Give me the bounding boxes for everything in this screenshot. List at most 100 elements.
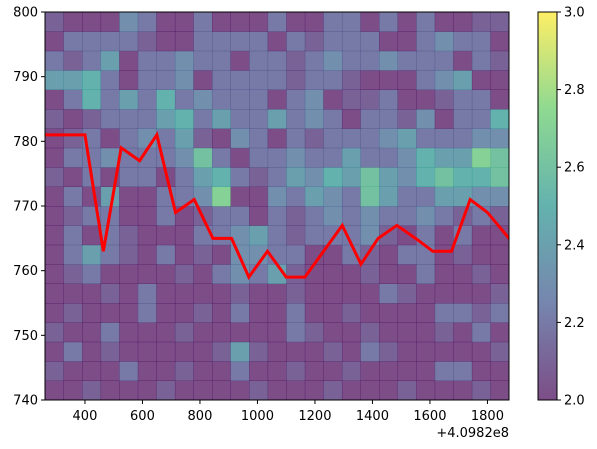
heatmap-cell bbox=[471, 225, 491, 246]
heatmap-cell bbox=[360, 50, 380, 71]
heatmap-cell bbox=[379, 50, 399, 71]
heatmap-cell bbox=[63, 244, 83, 265]
heatmap-cell bbox=[119, 244, 139, 265]
heatmap-cell bbox=[119, 303, 139, 323]
heatmap-cell bbox=[174, 128, 194, 149]
heatmap-cell bbox=[453, 50, 473, 71]
heatmap-cell bbox=[286, 264, 306, 284]
heatmap-cell bbox=[453, 109, 473, 129]
heatmap-cell bbox=[212, 225, 231, 246]
heatmap-cell bbox=[267, 322, 287, 343]
heatmap-cell bbox=[137, 225, 157, 246]
heatmap-cell bbox=[471, 244, 491, 265]
red-series-line bbox=[45, 131, 509, 281]
heatmap-cell bbox=[453, 361, 473, 381]
heatmap-cell bbox=[453, 31, 473, 52]
heatmap-cell bbox=[453, 380, 473, 400]
heatmap-cell bbox=[82, 12, 102, 32]
heatmap-cell bbox=[174, 244, 194, 265]
heatmap-cell bbox=[379, 128, 399, 149]
heatmap-cell bbox=[212, 186, 231, 207]
heatmap-cell bbox=[193, 31, 213, 52]
x-tick-label: 1200 bbox=[298, 409, 331, 424]
heatmap-cell bbox=[193, 361, 213, 381]
heatmap-cell bbox=[397, 89, 417, 110]
heatmap-cell bbox=[360, 89, 380, 110]
heatmap-cell bbox=[379, 380, 399, 400]
heatmap-cell bbox=[341, 225, 361, 246]
heatmap-cell bbox=[45, 186, 64, 207]
heatmap-cell bbox=[193, 283, 213, 304]
heatmap-cell bbox=[397, 70, 417, 90]
heatmap-cell bbox=[63, 225, 83, 246]
heatmap-cell bbox=[174, 225, 194, 246]
heatmap-cell bbox=[360, 147, 380, 168]
heatmap-cell bbox=[156, 70, 176, 90]
heatmap-cell bbox=[156, 322, 176, 343]
heatmap-cell bbox=[323, 361, 343, 381]
heatmap-cell bbox=[82, 147, 102, 168]
heatmap-cell bbox=[45, 70, 64, 90]
heatmap-cell bbox=[212, 31, 231, 52]
heatmap-cell bbox=[100, 303, 120, 323]
series-line bbox=[45, 131, 509, 281]
heatmap-cell bbox=[434, 264, 454, 284]
heatmap-cell bbox=[379, 89, 399, 110]
heatmap-cell bbox=[230, 128, 250, 149]
heatmap-cell bbox=[379, 186, 399, 207]
colorbar-gradient bbox=[538, 12, 557, 400]
heatmap-cell bbox=[174, 70, 194, 90]
heatmap-cell bbox=[230, 322, 250, 343]
heatmap-cell bbox=[379, 225, 399, 246]
heatmap-cell bbox=[416, 50, 436, 71]
heatmap-cell bbox=[230, 206, 250, 226]
heatmap-cell bbox=[416, 361, 436, 381]
heatmap-cell bbox=[323, 341, 343, 362]
heatmap-cell bbox=[45, 109, 64, 129]
heatmap-cell bbox=[156, 341, 176, 362]
heatmap-cell bbox=[63, 322, 83, 343]
heatmap-cell bbox=[323, 128, 343, 149]
heatmap-cell bbox=[304, 380, 324, 400]
heatmap-cell bbox=[45, 206, 64, 226]
heatmap-cell bbox=[249, 206, 269, 226]
heatmap-cell bbox=[471, 380, 491, 400]
heatmap-cell bbox=[249, 244, 269, 265]
heatmap-cell bbox=[360, 341, 380, 362]
heatmap-cell bbox=[212, 283, 231, 304]
heatmap-cells bbox=[45, 12, 509, 400]
heatmap-cell bbox=[119, 380, 139, 400]
heatmap-cell bbox=[304, 167, 324, 187]
heatmap-cell bbox=[100, 50, 120, 71]
heatmap-cell bbox=[434, 12, 454, 32]
heatmap-cell bbox=[174, 361, 194, 381]
x-tick-label: 800 bbox=[188, 409, 213, 424]
heatmap-cell bbox=[323, 70, 343, 90]
heatmap-cell bbox=[397, 167, 417, 187]
heatmap-cell bbox=[397, 128, 417, 149]
heatmap-cell bbox=[341, 31, 361, 52]
heatmap-cell bbox=[63, 380, 83, 400]
heatmap-cell bbox=[100, 341, 120, 362]
heatmap-cell bbox=[434, 341, 454, 362]
heatmap-cell bbox=[267, 167, 287, 187]
heatmap-cell bbox=[490, 147, 509, 168]
heatmap-cell bbox=[416, 89, 436, 110]
heatmap-cell bbox=[45, 380, 64, 400]
heatmap-cell bbox=[137, 89, 157, 110]
heatmap-cell bbox=[137, 50, 157, 71]
heatmap-cell bbox=[471, 109, 491, 129]
heatmap-cell bbox=[304, 31, 324, 52]
heatmap-cell bbox=[249, 167, 269, 187]
heatmap-cell bbox=[360, 225, 380, 246]
heatmap-cell bbox=[453, 244, 473, 265]
heatmap-cell bbox=[286, 206, 306, 226]
heatmap-cell bbox=[137, 12, 157, 32]
heatmap-cell bbox=[212, 167, 231, 187]
heatmap-cell bbox=[471, 361, 491, 381]
heatmap-cell bbox=[323, 322, 343, 343]
heatmap-cell bbox=[323, 244, 343, 265]
heatmap-cell bbox=[341, 12, 361, 32]
heatmap-cell bbox=[379, 147, 399, 168]
heatmap-cell bbox=[45, 147, 64, 168]
